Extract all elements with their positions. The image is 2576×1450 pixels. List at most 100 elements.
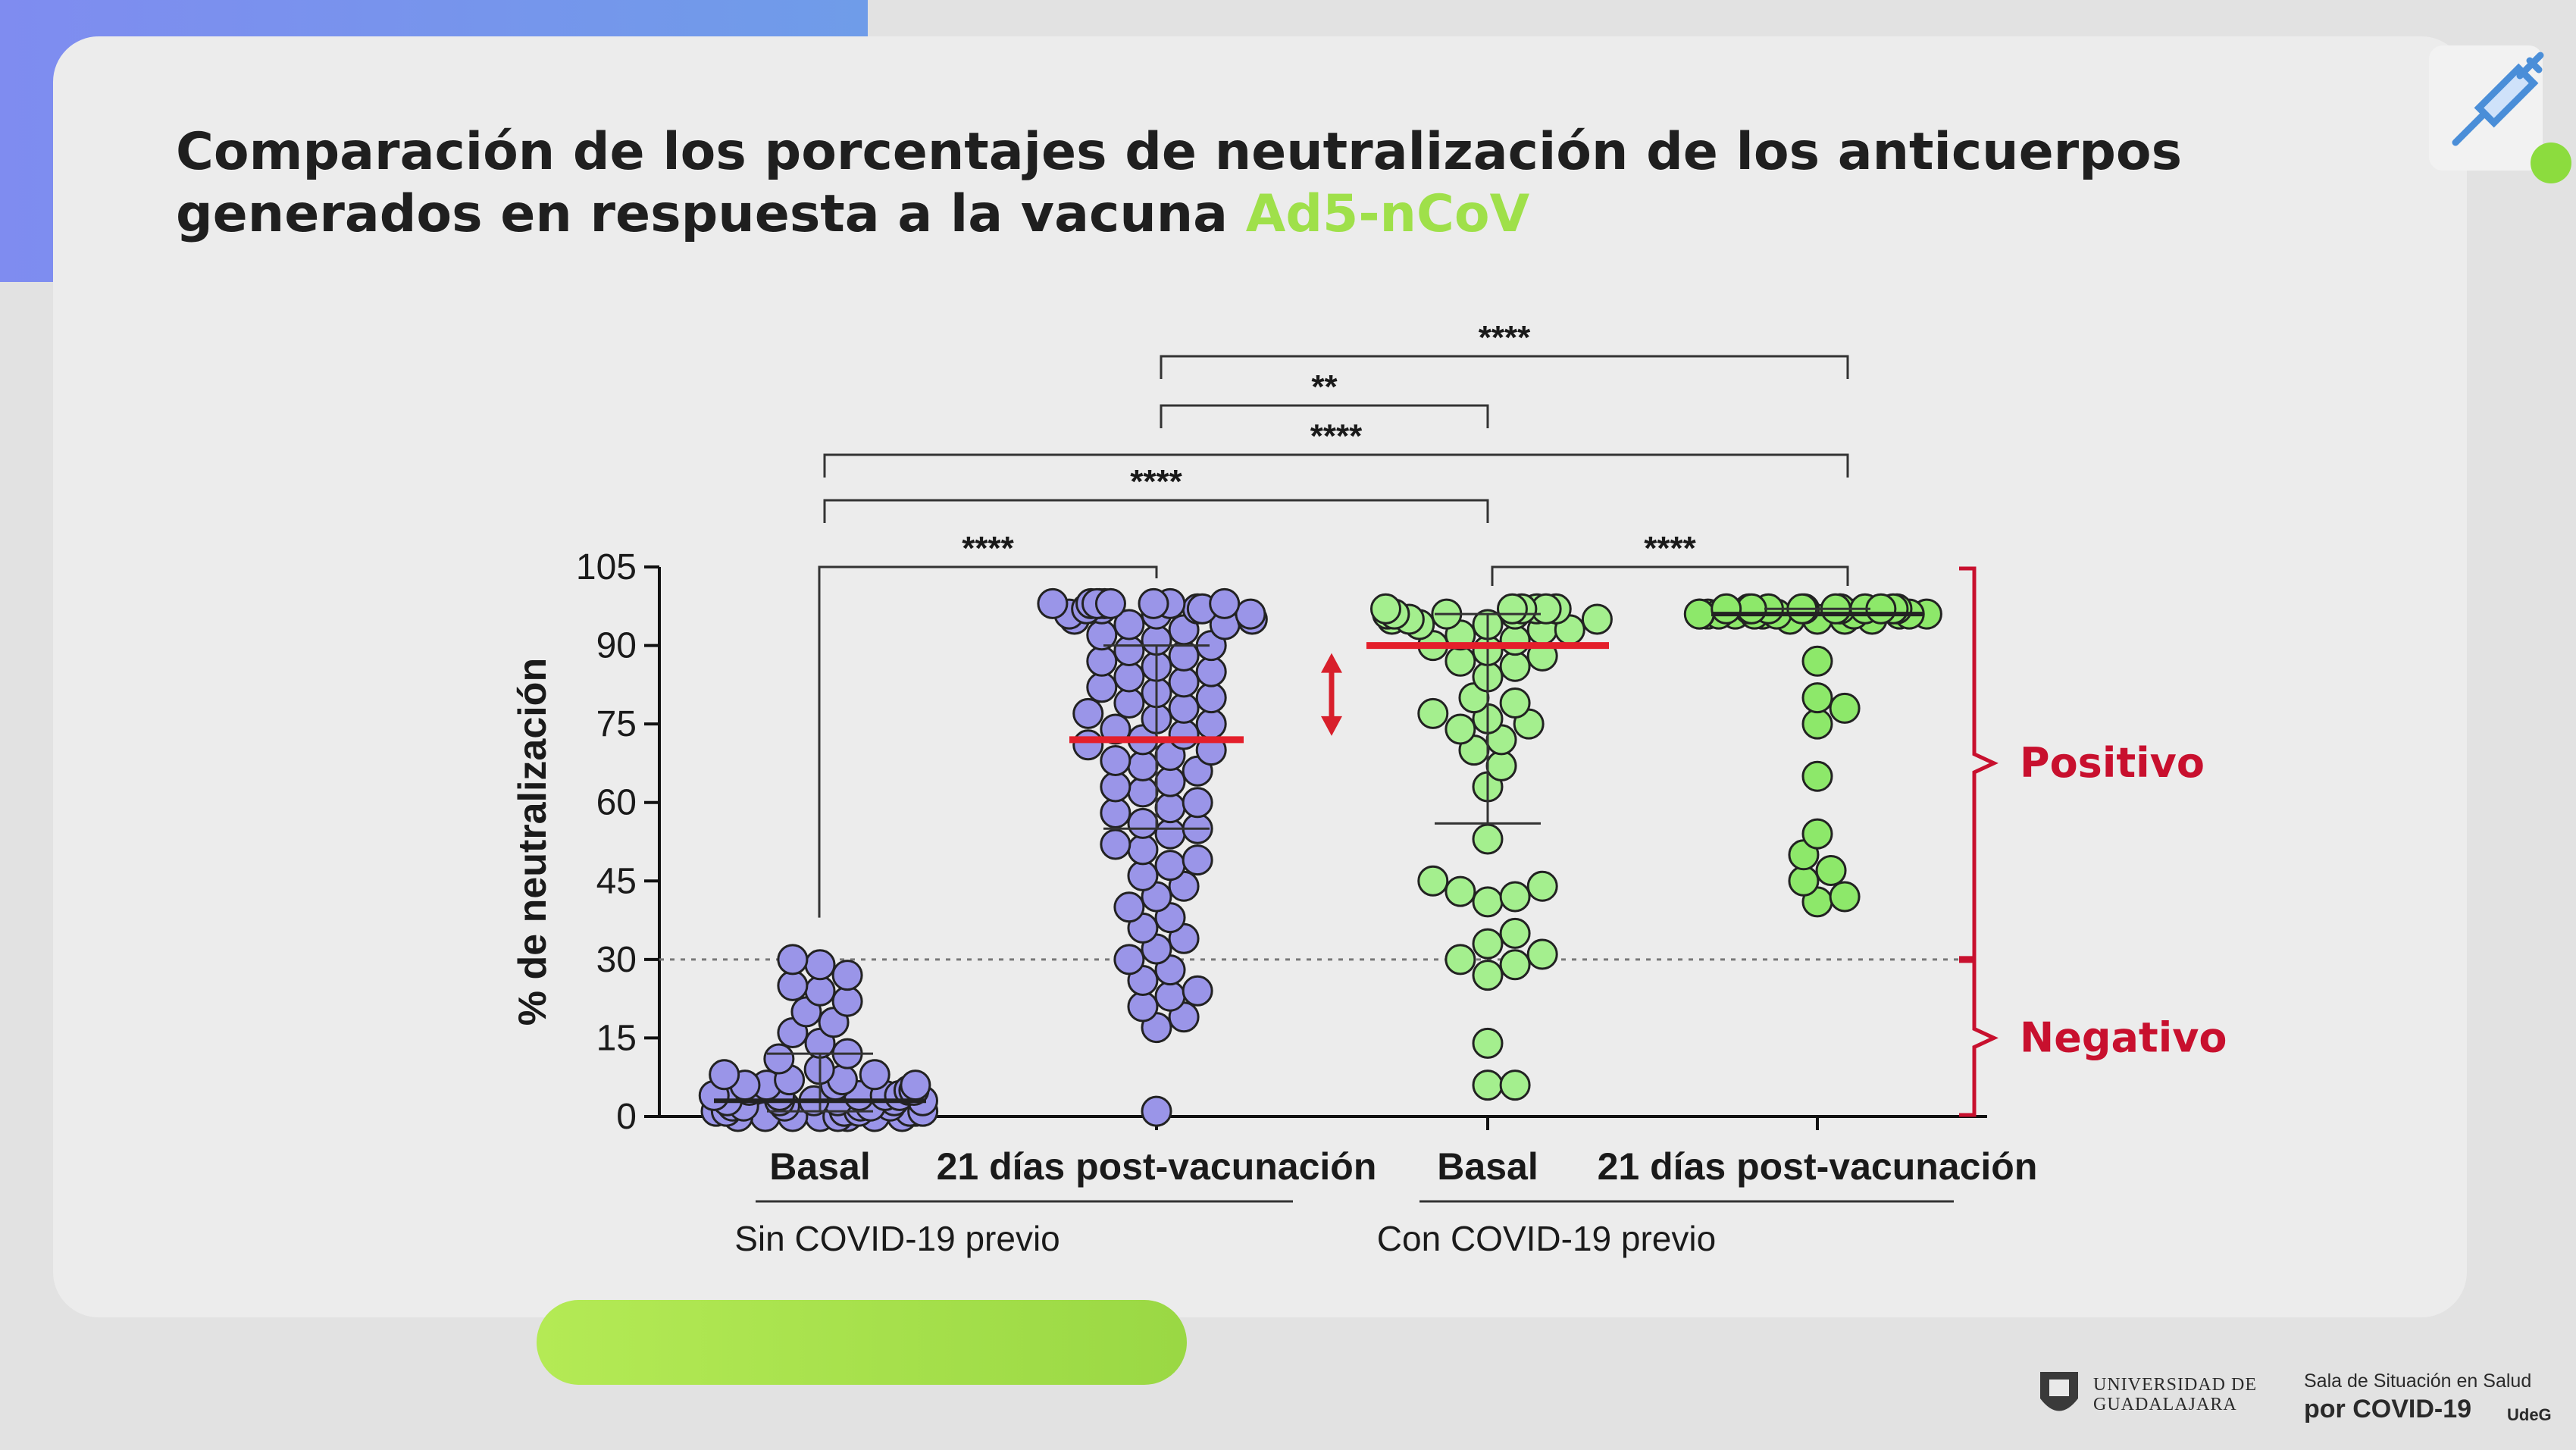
udeg-crest-icon: [2033, 1364, 2086, 1425]
data-point: [1501, 689, 1529, 718]
data-point: [833, 987, 862, 1016]
data-point: [1371, 594, 1400, 623]
data-point: [1528, 872, 1557, 900]
data-point: [1115, 689, 1144, 718]
data-point: [1088, 673, 1116, 702]
data-point: [1128, 835, 1157, 864]
y-tick-label: 60: [596, 783, 637, 823]
data-point: [1115, 893, 1144, 922]
data-point: [806, 950, 834, 979]
data-point: [1101, 830, 1130, 859]
y-tick-label: 75: [596, 704, 637, 744]
data-point: [1115, 636, 1144, 665]
data-point: [833, 961, 862, 990]
sala-line-1: Sala de Situación en Salud: [2304, 1370, 2531, 1392]
data-point: [1101, 746, 1130, 775]
arrow-head-down: [1321, 716, 1342, 736]
data-point: [1197, 657, 1225, 686]
group-label: Con COVID-19 previo: [1377, 1219, 1716, 1258]
data-point: [765, 1044, 793, 1073]
sala-situacion-logo: Sala de Situación en Salud por COVID-19 …: [2304, 1370, 2562, 1439]
y-tick-label: 0: [616, 1097, 637, 1137]
sala-suffix: UdeG: [2507, 1405, 2552, 1425]
data-point: [806, 976, 834, 1005]
data-point: [1074, 699, 1103, 728]
data-point: [1156, 851, 1185, 880]
data-point: [1128, 809, 1157, 838]
data-point: [1115, 662, 1144, 691]
data-point: [1128, 861, 1157, 890]
data-point: [1501, 652, 1529, 681]
region-label: Negativo: [2020, 1013, 2227, 1061]
region-bracket: [1959, 568, 1994, 958]
significance-label: ****: [1479, 319, 1531, 356]
y-tick-label: 30: [596, 940, 637, 980]
significance-bracket: [1492, 567, 1848, 586]
data-point: [1473, 888, 1502, 916]
data-point: [1101, 772, 1130, 801]
sala-line-2: por COVID-19: [2304, 1395, 2471, 1424]
data-point: [901, 1071, 930, 1100]
data-point: [1446, 715, 1475, 744]
data-point: [1156, 819, 1185, 848]
data-point: [1038, 589, 1067, 618]
data-point: [1473, 1071, 1502, 1100]
region-label: Positivo: [2020, 739, 2205, 787]
data-point: [1128, 992, 1157, 1021]
y-tick-label: 45: [596, 861, 637, 901]
data-point: [1501, 882, 1529, 911]
data-point: [1446, 877, 1475, 906]
data-point: [1419, 699, 1448, 728]
data-point: [1236, 600, 1265, 628]
data-point: [1446, 647, 1475, 675]
data-point: [1473, 929, 1502, 958]
data-point: [1867, 594, 1895, 623]
data-point: [1473, 961, 1502, 990]
data-point: [1803, 684, 1832, 712]
data-point: [1169, 720, 1198, 749]
significance-label: **: [1311, 368, 1338, 406]
data-point: [1128, 778, 1157, 806]
data-point: [1197, 709, 1225, 738]
data-point: [1183, 846, 1212, 875]
data-point: [1074, 731, 1103, 759]
data-point: [1183, 976, 1212, 1005]
data-point: [1139, 589, 1168, 618]
y-tick-label: 90: [596, 626, 637, 666]
data-point: [1803, 709, 1832, 738]
udeg-name: UNIVERSIDAD DE GUADALAJARA: [2093, 1375, 2260, 1414]
data-point: [1803, 762, 1832, 791]
y-tick-label: 105: [576, 547, 637, 587]
data-point: [1803, 819, 1832, 848]
data-point: [1501, 626, 1529, 655]
data-point: [1096, 589, 1125, 618]
data-point: [778, 971, 807, 1000]
x-category-label: 21 días post-vacunación: [937, 1145, 1377, 1188]
data-point: [1156, 794, 1185, 822]
significance-bracket: [825, 500, 1488, 523]
significance-label: ****: [962, 530, 1014, 567]
data-point: [1169, 668, 1198, 697]
data-point: [1183, 788, 1212, 817]
data-point: [1685, 600, 1714, 628]
data-point: [1115, 945, 1144, 974]
region-bracket: [1959, 961, 1994, 1115]
data-point: [1817, 856, 1845, 885]
data-point: [1088, 647, 1116, 675]
data-point: [778, 945, 807, 974]
significance-bracket: [1161, 356, 1848, 379]
x-category-label: Basal: [769, 1145, 870, 1188]
x-category-label: Basal: [1437, 1145, 1538, 1188]
data-point: [1419, 866, 1448, 895]
data-point: [1128, 751, 1157, 780]
data-point: [1830, 882, 1859, 911]
data-point: [1501, 950, 1529, 979]
data-point: [1501, 919, 1529, 947]
data-point: [1156, 767, 1185, 796]
data-point: [710, 1060, 739, 1089]
significance-bracket: [825, 455, 1848, 478]
data-point: [1789, 866, 1818, 895]
y-tick-label: 15: [596, 1018, 637, 1058]
